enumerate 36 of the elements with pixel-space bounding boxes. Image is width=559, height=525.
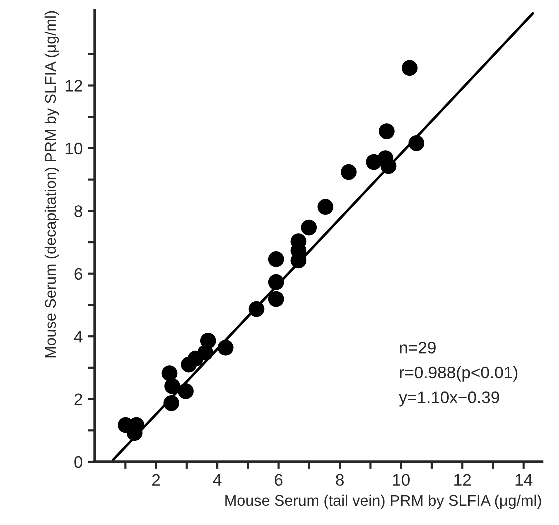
y-tick-label: 10	[66, 142, 83, 155]
x-tick-label: 8	[336, 474, 344, 486]
point	[380, 158, 397, 174]
point	[248, 301, 265, 318]
point	[301, 220, 318, 236]
annotation: y=1.10x−0.39	[399, 392, 500, 407]
point	[268, 252, 284, 268]
point	[268, 291, 284, 308]
point	[379, 124, 395, 140]
x-tick-label: 4	[213, 474, 222, 486]
y-tick-label: 2	[74, 394, 82, 406]
y-axis-title: Mouse Serum (decapitation) PRM by SLFIA (μg/ml)	[44, 11, 60, 358]
y-tick-label: 12	[66, 80, 82, 92]
x-axis-title: Mouse Serum (tail vein) PRM by SLFIA (μg/ml)	[226, 494, 542, 510]
annotation: r=0.988(p<0.01)	[400, 366, 518, 382]
y-tick-label: 0	[74, 456, 83, 468]
point	[402, 60, 418, 76]
y-tick-label: 8	[74, 206, 82, 218]
x-tick-label: 2	[152, 474, 160, 486]
point	[318, 199, 334, 216]
annotation: n=29	[400, 342, 436, 354]
x-tick-label: 12	[454, 474, 472, 486]
x-tick-label: 14	[516, 474, 533, 486]
point	[164, 395, 180, 412]
point	[178, 384, 194, 400]
x-tick-label: 6	[275, 474, 283, 486]
point	[164, 378, 180, 394]
point	[408, 136, 425, 152]
point	[200, 333, 216, 349]
y-tick-label: 4	[74, 331, 83, 343]
x-tick-label: 10	[393, 474, 410, 486]
point	[162, 366, 178, 382]
point	[341, 164, 357, 180]
y-tick-label: 6	[74, 268, 82, 280]
point	[218, 340, 234, 356]
point	[268, 274, 284, 290]
